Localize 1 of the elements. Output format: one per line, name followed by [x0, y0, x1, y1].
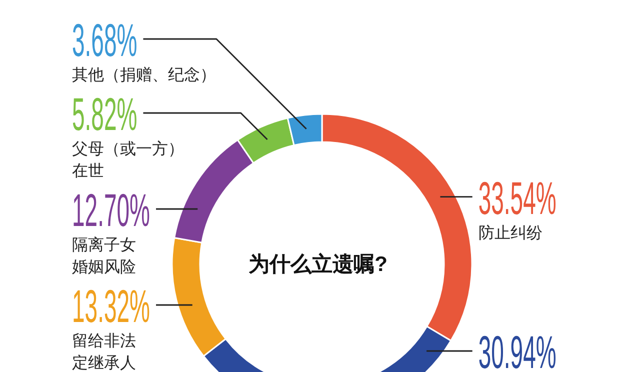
title: 为什么立遗嘱? — [248, 253, 388, 276]
